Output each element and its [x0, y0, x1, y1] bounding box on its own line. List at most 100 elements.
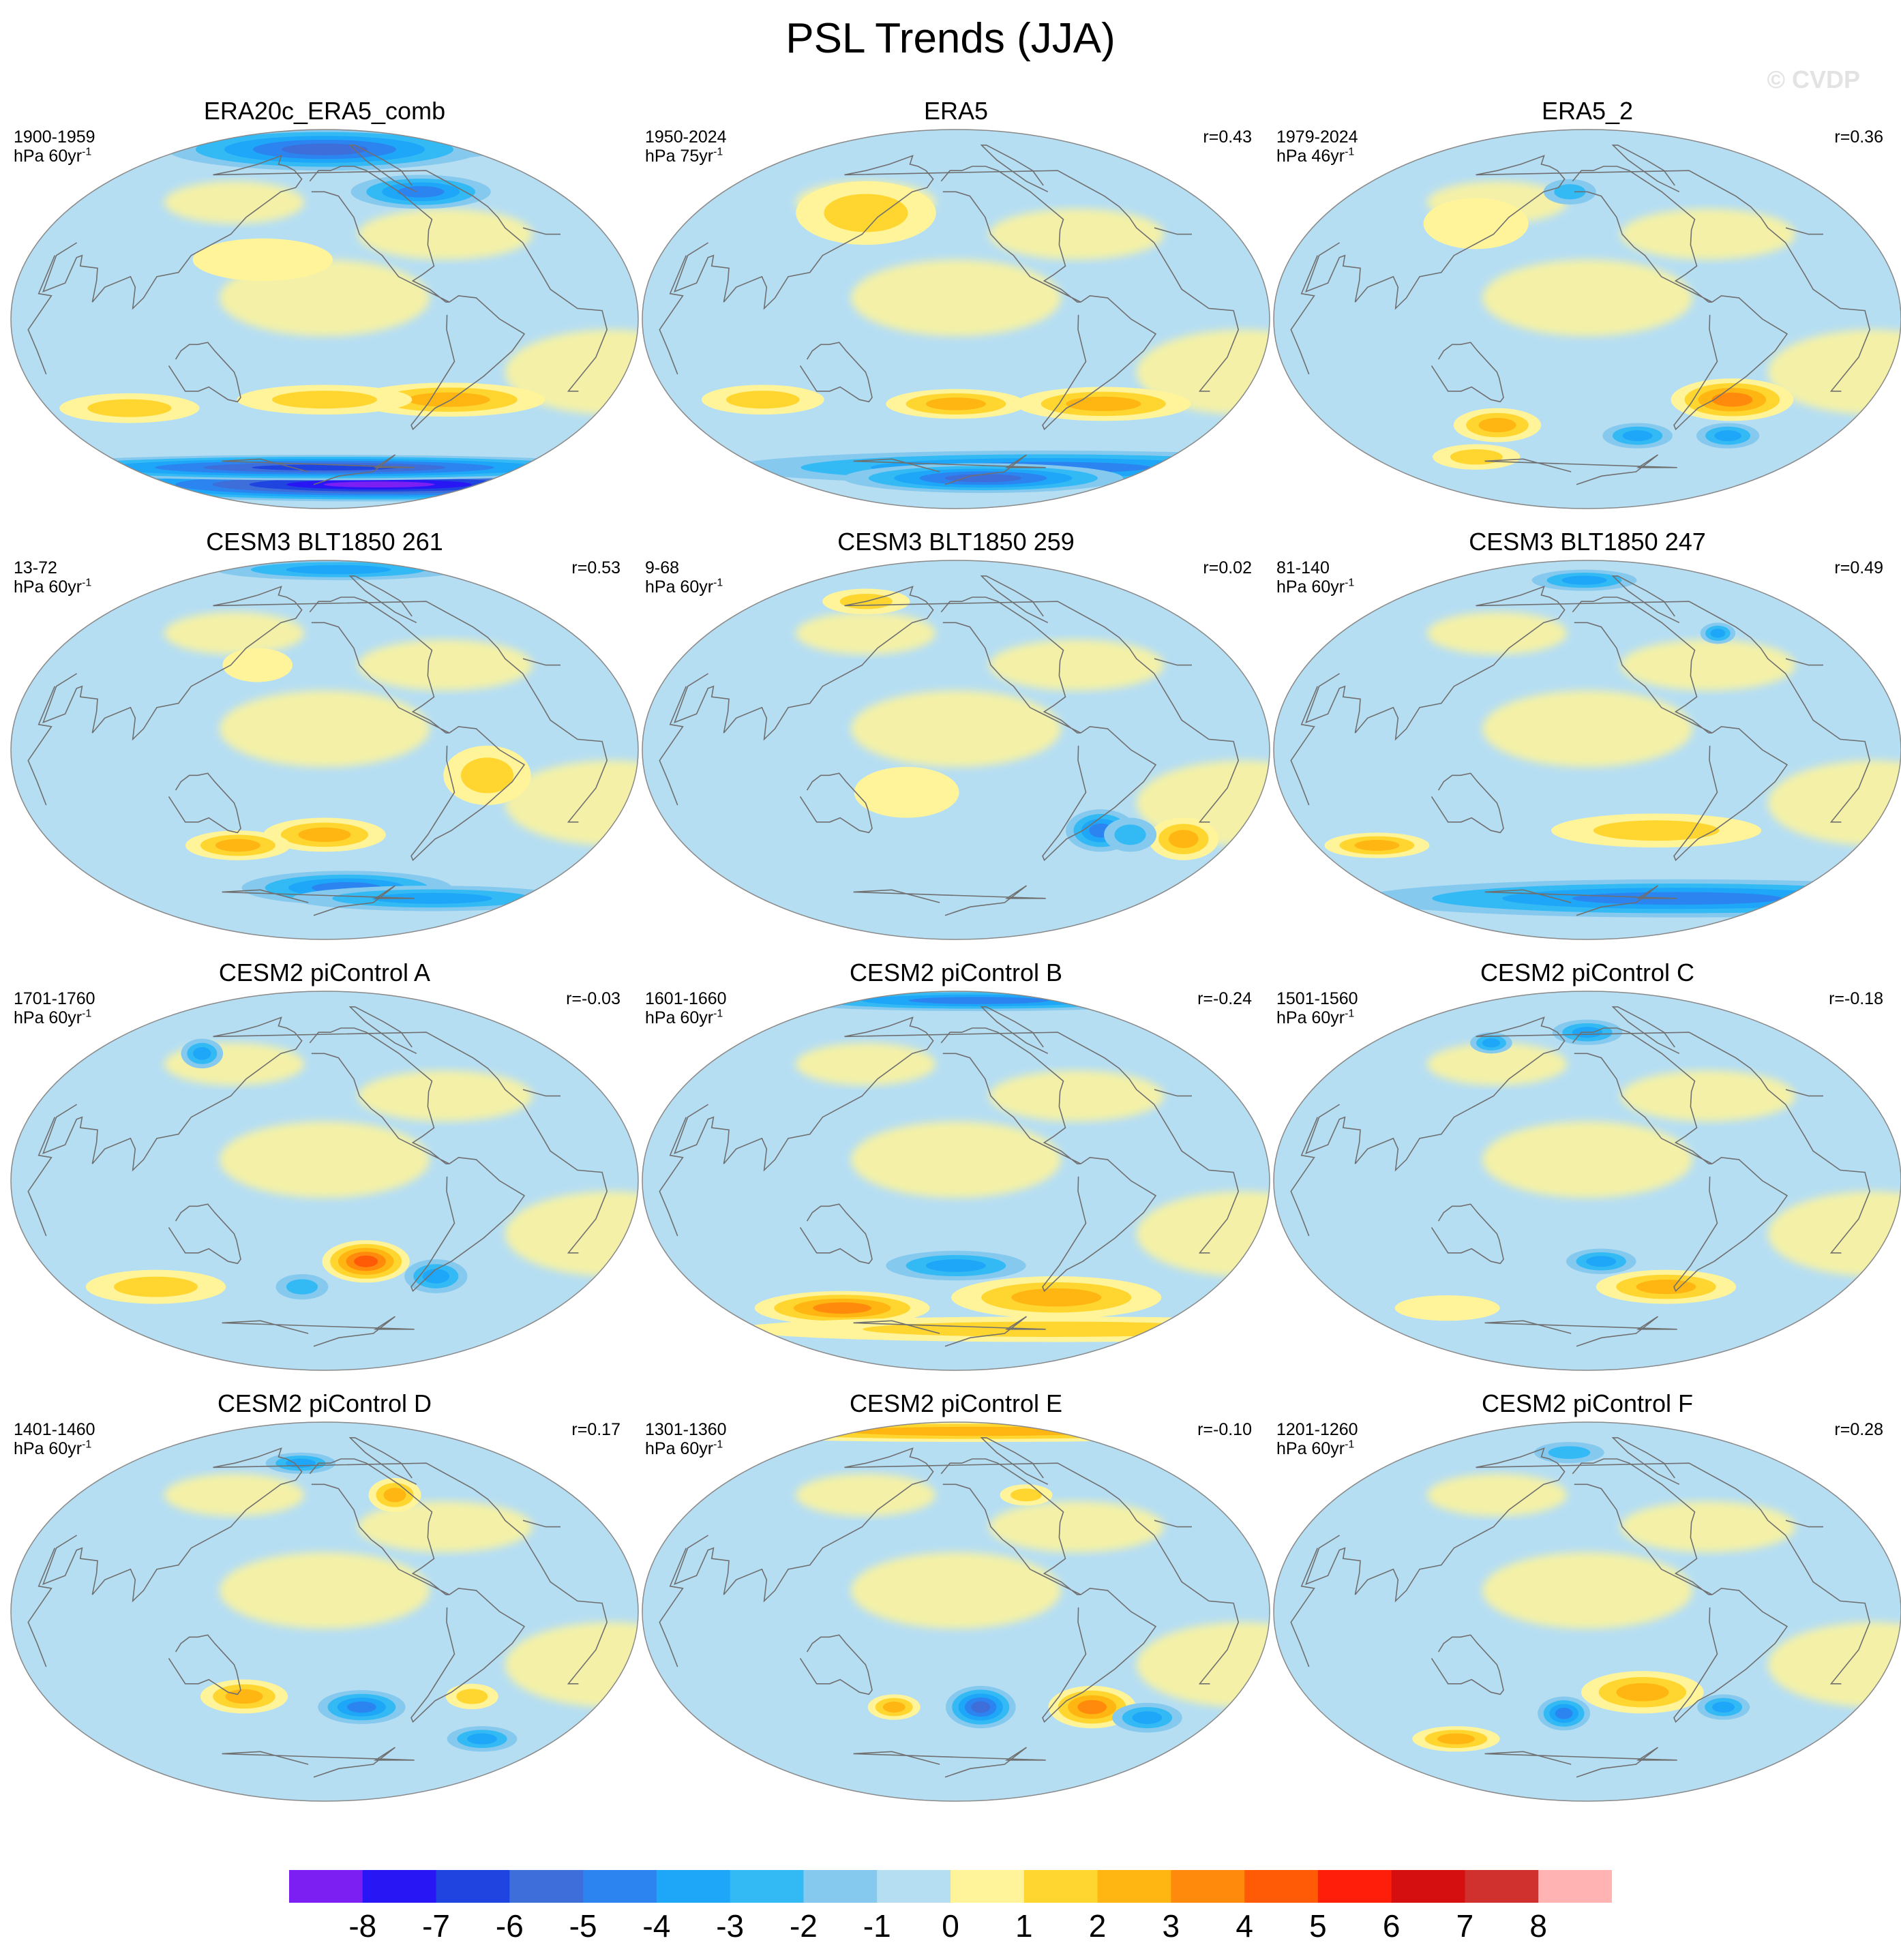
panel-correlation: r=0.43 [1203, 127, 1252, 147]
trend-contour [989, 1501, 1165, 1552]
trend-contour [926, 397, 986, 410]
panel-correlation: r=0.49 [1834, 558, 1883, 577]
trend-contour [357, 639, 533, 691]
trend-contour [813, 1302, 871, 1314]
trend-contour [282, 143, 368, 155]
trend-contour [851, 259, 1061, 336]
coastline [348, 575, 417, 624]
trend-contour [347, 1701, 376, 1713]
trend-contour [1114, 824, 1146, 845]
panel-units: hPa 60yr-1 [14, 1008, 92, 1027]
trend-contour [1620, 639, 1796, 691]
coastline [222, 1316, 415, 1347]
figure-title: PSL Trends (JJA) [785, 15, 1116, 62]
coastline [27, 255, 56, 375]
trend-contour [354, 1255, 378, 1267]
panel-units: hPa 60yr-1 [1276, 577, 1355, 597]
panel-correlation: r=0.17 [571, 1420, 620, 1439]
panel-units: hPa 60yr-1 [14, 577, 92, 597]
trend-contour [989, 209, 1165, 260]
trend-contour [1636, 1279, 1696, 1295]
panel-title: CESM2 piControl A [218, 959, 431, 986]
colorbar-labels: -8 -7 -6 -5 -4 -3 -2 -1 0 1 2 3 4 5 6 7 8 [289, 1905, 1612, 1946]
trend-contour [164, 1473, 305, 1516]
panel-correlation: r=0.02 [1203, 558, 1252, 577]
coastline [1154, 658, 1192, 666]
coastline [1042, 1587, 1157, 1723]
colorbar-tick-label: -4 [642, 1908, 671, 1944]
colorbar-tick-label: -6 [495, 1908, 524, 1944]
trend-contour [1482, 259, 1692, 336]
coastline [1431, 772, 1504, 834]
coastline [1484, 454, 1677, 485]
trend-contour [1136, 329, 1270, 414]
panel-period: 1401-1460 [14, 1420, 95, 1439]
colorbar-swatch [509, 1870, 584, 1903]
coastline [853, 885, 1046, 916]
coastline [1785, 242, 1871, 392]
trend-contour [1011, 1288, 1102, 1307]
coastline [27, 686, 56, 806]
panel-correlation: r=0.28 [1834, 1420, 1883, 1439]
coastline [1154, 1535, 1240, 1685]
coastline [410, 1156, 526, 1293]
trend-contour [1478, 417, 1516, 433]
panel-units: hPa 60yr-1 [14, 146, 92, 166]
panel-units: hPa 60yr-1 [14, 1438, 92, 1458]
map-panel: CESM3 BLT1850 259 9-68 hPa 60yr-1 r=0.02 [641, 525, 1271, 954]
trend-contour [854, 766, 959, 818]
coastline [1673, 295, 1788, 431]
map-panel: CESM2 piControl C 1501-1560 hPa 60yr-1 r=-0… [1272, 956, 1901, 1385]
coastline [522, 1535, 608, 1685]
trend-contour [725, 391, 800, 409]
trend-contour [1711, 392, 1753, 407]
coastline [659, 1548, 687, 1668]
panel-title: CESM3 BLT1850 261 [206, 528, 443, 556]
coastline [309, 1458, 450, 1595]
map-panel: CESM2 piControl E 1301-1360 hPa 60yr-1 r=-0… [641, 1387, 1271, 1816]
map-border [1273, 129, 1901, 509]
psl-trend-map [642, 1421, 1270, 1802]
colorbar-tick-label: -1 [863, 1908, 891, 1944]
coastline [940, 1027, 1081, 1164]
coastline [168, 1634, 241, 1695]
coastline [1154, 673, 1240, 823]
colorbar-tick-label: -8 [348, 1908, 377, 1944]
panel-period: 1601-1660 [645, 989, 727, 1008]
trend-contour [795, 1473, 936, 1516]
trend-contour [1426, 1042, 1568, 1085]
trend-contour [1767, 1191, 1901, 1276]
map-panel: CESM2 piControl F 1201-1260 hPa 60yr-1 r=0.… [1272, 1387, 1901, 1816]
trend-contour [1482, 1121, 1692, 1198]
trend-contour [272, 391, 377, 409]
panel-correlation: r=-0.18 [1829, 989, 1883, 1008]
coastline [348, 145, 417, 193]
coastline [940, 166, 1081, 303]
coastline [853, 1316, 1046, 1347]
coastline [168, 772, 241, 834]
coastline [1305, 155, 1786, 310]
colorbar-swatch [1317, 1870, 1392, 1903]
psl-trend-map [642, 991, 1270, 1371]
trend-contour [1561, 575, 1607, 585]
panel-period: 1979-2024 [1276, 127, 1358, 147]
trend-contour [220, 1121, 430, 1198]
map-border [1273, 1421, 1901, 1802]
coastline [522, 227, 560, 235]
coastline [42, 1447, 524, 1603]
trend-contour [1622, 430, 1653, 442]
panel-units: hPa 60yr-1 [1276, 1008, 1355, 1027]
trend-contour [192, 238, 333, 281]
trend-contour [222, 648, 293, 682]
panel-units: hPa 46yr-1 [1276, 146, 1355, 166]
map-border [1273, 991, 1901, 1371]
trend-contour [1767, 760, 1901, 845]
panel-title: CESM2 piControl D [217, 1389, 432, 1417]
panel-units: hPa 60yr-1 [1276, 1438, 1355, 1458]
trend-contour [1426, 1473, 1568, 1516]
colorbar-tick-label: 7 [1456, 1908, 1474, 1944]
trend-contour [989, 639, 1165, 691]
coastline [27, 1548, 56, 1668]
coastline [1785, 1535, 1871, 1685]
coastline [853, 454, 1046, 485]
